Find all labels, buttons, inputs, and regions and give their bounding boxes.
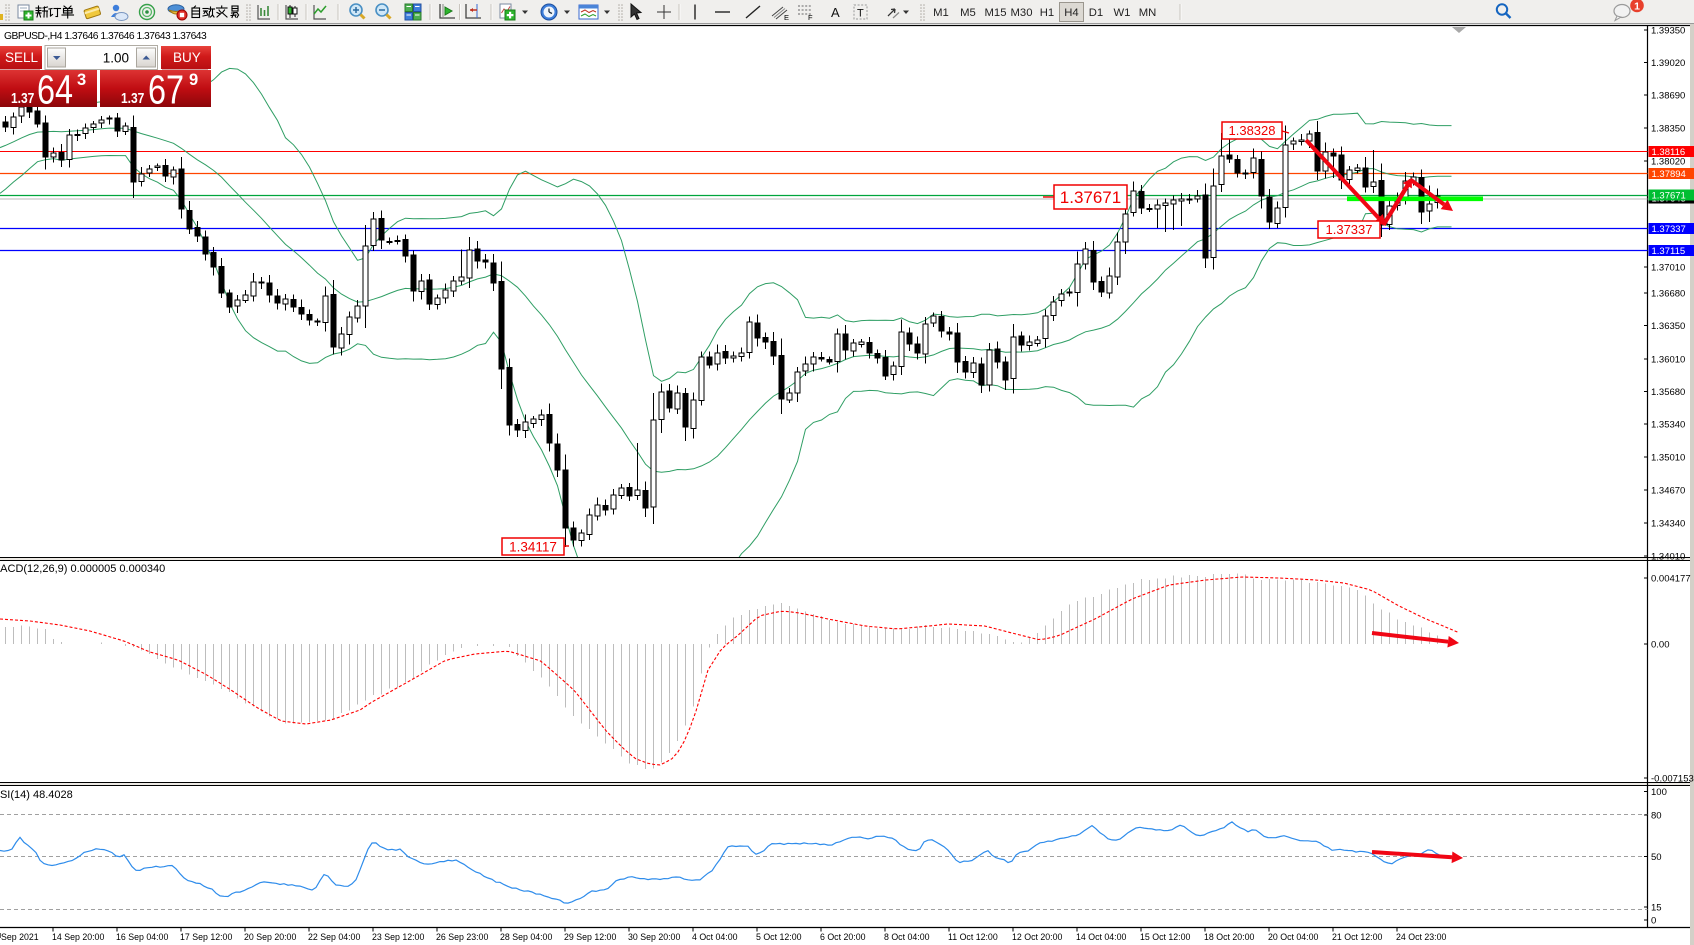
svg-text:100: 100 <box>1651 787 1667 798</box>
svg-text:1.36010: 1.36010 <box>1651 355 1685 366</box>
svg-text:M15: M15 <box>985 7 1007 19</box>
svg-text:1.37010: 1.37010 <box>1651 263 1685 274</box>
svg-text:1.35340: 1.35340 <box>1651 420 1685 431</box>
svg-text:17 Sep 12:00: 17 Sep 12:00 <box>180 932 232 942</box>
svg-text:0: 0 <box>1651 916 1656 927</box>
svg-text:1.36680: 1.36680 <box>1651 289 1685 300</box>
svg-text:24 Oct 23:00: 24 Oct 23:00 <box>1396 932 1446 942</box>
svg-text:W1: W1 <box>1114 7 1131 19</box>
svg-text:1.37: 1.37 <box>11 90 34 107</box>
svg-text:1.34010: 1.34010 <box>1651 552 1685 563</box>
svg-text:1.34340: 1.34340 <box>1651 519 1685 530</box>
svg-text:15: 15 <box>1651 903 1662 914</box>
svg-text:1.37671: 1.37671 <box>1060 188 1121 207</box>
svg-text:23 Sep 12:00: 23 Sep 12:00 <box>372 932 424 942</box>
svg-text:8 Oct 04:00: 8 Oct 04:00 <box>884 932 930 942</box>
svg-text:MACD(12,26,9) 0.000005 0.00034: MACD(12,26,9) 0.000005 0.000340 <box>0 563 165 575</box>
svg-text:1: 1 <box>1634 1 1640 13</box>
svg-text:3: 3 <box>77 71 86 89</box>
svg-text:9: 9 <box>189 71 198 89</box>
svg-text:1.37671: 1.37671 <box>1652 191 1686 202</box>
svg-text:GBPUSD-,H4 1.37646 1.37646 1.: GBPUSD-,H4 1.37646 1.37646 1.37643 1.376… <box>4 31 207 42</box>
svg-text:A: A <box>831 5 840 20</box>
svg-text:0.00: 0.00 <box>1651 640 1670 651</box>
svg-text:50: 50 <box>1651 852 1662 863</box>
svg-text:1.38328: 1.38328 <box>1229 123 1276 138</box>
svg-text:H4: H4 <box>1064 7 1078 19</box>
svg-text:BUY: BUY <box>173 50 201 65</box>
svg-text:SELL: SELL <box>5 50 39 65</box>
svg-text:1.38690: 1.38690 <box>1651 91 1685 102</box>
svg-text:1.36350: 1.36350 <box>1651 321 1685 332</box>
svg-text:H1: H1 <box>1040 7 1054 19</box>
svg-text:22 Sep 04:00: 22 Sep 04:00 <box>308 932 360 942</box>
svg-text:67: 67 <box>148 67 184 112</box>
svg-text:21 Oct 12:00: 21 Oct 12:00 <box>1332 932 1382 942</box>
svg-text:6 Oct 20:00: 6 Oct 20:00 <box>820 932 866 942</box>
svg-text:1.38020: 1.38020 <box>1651 157 1685 168</box>
svg-text:Sep 2021: Sep 2021 <box>1 932 39 942</box>
svg-text:1.35680: 1.35680 <box>1651 387 1685 398</box>
svg-text:M1: M1 <box>933 7 949 19</box>
svg-text:20 Oct 04:00: 20 Oct 04:00 <box>1268 932 1318 942</box>
svg-text:1.37337: 1.37337 <box>1326 222 1373 237</box>
svg-text:1.37: 1.37 <box>121 90 144 107</box>
svg-text:RSI(14) 48.4028: RSI(14) 48.4028 <box>0 789 73 801</box>
svg-text:12 Oct 20:00: 12 Oct 20:00 <box>1012 932 1062 942</box>
svg-text:14 Sep 20:00: 14 Sep 20:00 <box>52 932 104 942</box>
svg-text:1.39350: 1.39350 <box>1651 26 1685 37</box>
svg-text:1.38350: 1.38350 <box>1651 124 1685 135</box>
svg-text:80: 80 <box>1651 811 1662 822</box>
svg-text:1.37894: 1.37894 <box>1652 169 1686 180</box>
svg-text:4 Oct 04:00: 4 Oct 04:00 <box>692 932 738 942</box>
svg-text:29 Sep 12:00: 29 Sep 12:00 <box>564 932 616 942</box>
svg-text:28 Sep 04:00: 28 Sep 04:00 <box>500 932 552 942</box>
svg-text:T: T <box>857 8 864 20</box>
svg-text:30 Sep 20:00: 30 Sep 20:00 <box>628 932 680 942</box>
svg-text:1.38116: 1.38116 <box>1652 147 1686 158</box>
svg-text:64: 64 <box>37 67 73 112</box>
svg-text:11 Oct 12:00: 11 Oct 12:00 <box>948 932 998 942</box>
svg-text:1.34117: 1.34117 <box>509 539 557 554</box>
svg-text:16 Sep 04:00: 16 Sep 04:00 <box>116 932 168 942</box>
svg-text:MN: MN <box>1139 7 1157 19</box>
svg-text:1.00: 1.00 <box>103 51 129 66</box>
svg-text:1.35010: 1.35010 <box>1651 453 1685 464</box>
svg-text:1.37337: 1.37337 <box>1652 224 1686 235</box>
svg-text:M5: M5 <box>960 7 976 19</box>
svg-text:E: E <box>784 13 789 22</box>
svg-text:18 Oct 20:00: 18 Oct 20:00 <box>1204 932 1254 942</box>
svg-text:1.39020: 1.39020 <box>1651 58 1685 69</box>
svg-text:5 Oct 12:00: 5 Oct 12:00 <box>756 932 802 942</box>
svg-text:M30: M30 <box>1011 7 1033 19</box>
svg-text:1.37115: 1.37115 <box>1652 246 1686 257</box>
svg-text:26 Sep 23:00: 26 Sep 23:00 <box>436 932 488 942</box>
svg-text:F: F <box>808 13 813 22</box>
svg-text:D1: D1 <box>1089 7 1103 19</box>
svg-text:15 Oct 12:00: 15 Oct 12:00 <box>1140 932 1190 942</box>
svg-text:-0.007153: -0.007153 <box>1651 774 1694 785</box>
svg-text:1.34670: 1.34670 <box>1651 486 1685 497</box>
svg-text:14 Oct 04:00: 14 Oct 04:00 <box>1076 932 1126 942</box>
svg-text:20 Sep 20:00: 20 Sep 20:00 <box>244 932 296 942</box>
svg-text:0.004177: 0.004177 <box>1651 574 1691 585</box>
